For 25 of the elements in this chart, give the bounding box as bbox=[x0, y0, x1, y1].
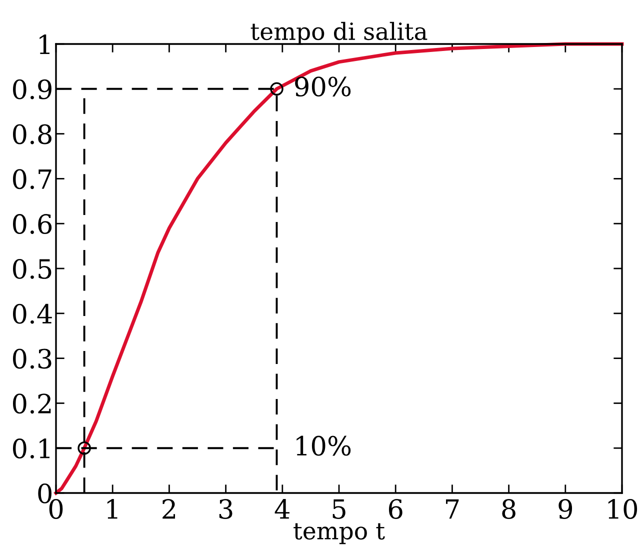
x-tick-label: 2 bbox=[162, 499, 176, 519]
y-tick-label: 0.8 bbox=[12, 124, 52, 144]
y-tick-label: 0.5 bbox=[12, 258, 52, 279]
x-tick-label: 10 bbox=[608, 499, 638, 519]
annotation: 90% bbox=[295, 76, 351, 97]
annotation: 10% bbox=[296, 436, 351, 456]
x-tick-label: 5 bbox=[332, 499, 346, 519]
y-tick-label: 0 bbox=[38, 483, 52, 504]
y-tick-label: 0.2 bbox=[12, 394, 51, 414]
y-tick-label: 0.7 bbox=[12, 169, 52, 190]
x-tick-label: 8 bbox=[502, 499, 516, 519]
y-tick-label: 0.4 bbox=[12, 304, 52, 324]
x-tick-label: 7 bbox=[446, 499, 459, 519]
y-tick-label: 1 bbox=[40, 34, 50, 54]
x-tick-label: 6 bbox=[388, 499, 402, 519]
x-tick-label: 1 bbox=[107, 499, 118, 519]
y-tick-label: 0.6 bbox=[12, 214, 52, 234]
y-tick-label: 0.1 bbox=[12, 438, 50, 458]
x-tick-label: 9 bbox=[558, 499, 572, 519]
x-tick-label: 4 bbox=[274, 499, 290, 519]
x-tick-label: 3 bbox=[219, 499, 232, 519]
y-tick-label: 0.9 bbox=[12, 79, 52, 100]
chart-title: tempo di salita bbox=[250, 22, 428, 45]
x-axis-title: tempo t bbox=[294, 523, 385, 544]
y-tick-label: 0.3 bbox=[12, 348, 52, 369]
